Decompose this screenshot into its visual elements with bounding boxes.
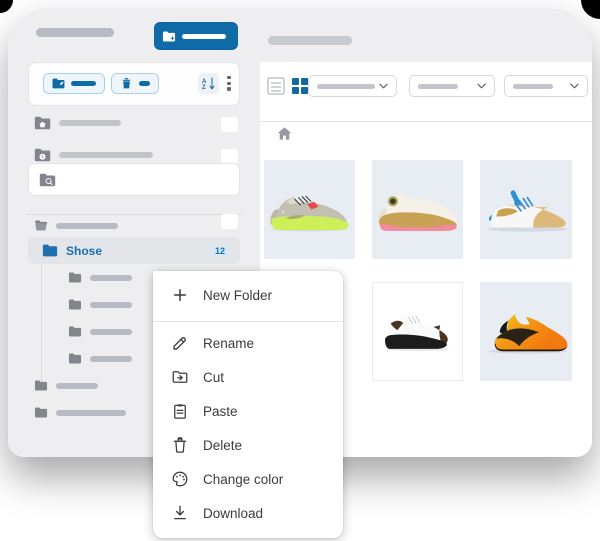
svg-text:Z: Z [202, 85, 206, 91]
